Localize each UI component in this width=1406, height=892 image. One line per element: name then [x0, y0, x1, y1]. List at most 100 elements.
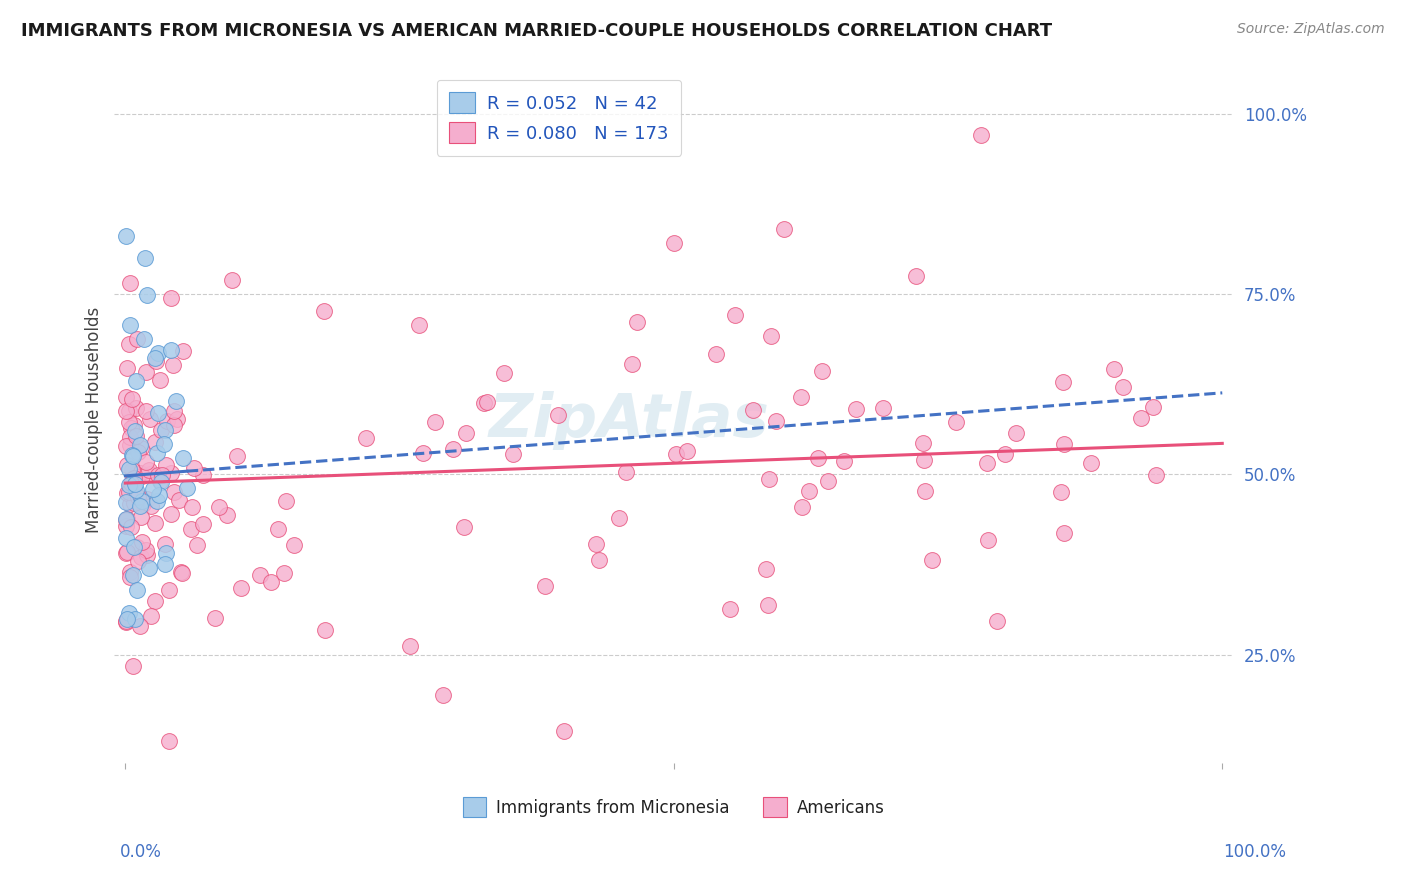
- Point: [534, 578, 557, 592]
- Point: [149, 474, 172, 488]
- Point: [180, 500, 202, 514]
- Point: [120, 566, 142, 580]
- Point: [169, 565, 191, 579]
- Point: [172, 344, 194, 359]
- Point: [790, 391, 813, 405]
- Point: [160, 343, 183, 357]
- Point: [115, 404, 138, 418]
- Point: [115, 614, 138, 628]
- Point: [117, 512, 139, 526]
- Point: [115, 486, 138, 500]
- Point: [135, 455, 157, 469]
- Point: [620, 358, 643, 372]
- Point: [221, 273, 243, 287]
- Point: [127, 540, 149, 554]
- Point: [1104, 362, 1126, 376]
- Point: [172, 451, 194, 466]
- Point: [141, 609, 163, 624]
- Point: [138, 463, 160, 477]
- Point: [129, 499, 152, 513]
- Point: [204, 611, 226, 625]
- Point: [142, 483, 165, 497]
- Point: [153, 557, 176, 571]
- Point: [970, 128, 993, 143]
- Point: [225, 450, 247, 464]
- Point: [718, 602, 741, 616]
- Point: [132, 333, 155, 347]
- Point: [124, 477, 146, 491]
- Point: [945, 415, 967, 429]
- Point: [135, 491, 157, 506]
- Point: [127, 582, 149, 597]
- Point: [120, 497, 142, 511]
- Point: [139, 499, 162, 513]
- Point: [797, 484, 820, 499]
- Point: [131, 534, 153, 549]
- Point: [124, 612, 146, 626]
- Point: [124, 482, 146, 496]
- Point: [135, 404, 157, 418]
- Point: [755, 562, 778, 576]
- Point: [229, 581, 252, 595]
- Point: [118, 404, 141, 418]
- Point: [124, 483, 146, 498]
- Point: [143, 434, 166, 449]
- Point: [914, 483, 936, 498]
- Point: [120, 475, 142, 490]
- Point: [425, 415, 447, 429]
- Point: [160, 508, 183, 522]
- Point: [115, 531, 138, 545]
- Point: [994, 447, 1017, 461]
- Point: [118, 478, 141, 492]
- Point: [553, 723, 575, 738]
- Point: [193, 468, 215, 483]
- Point: [249, 567, 271, 582]
- Point: [1050, 485, 1073, 500]
- Point: [911, 436, 934, 450]
- Point: [832, 454, 855, 468]
- Text: IMMIGRANTS FROM MICRONESIA VS AMERICAN MARRIED-COUPLE HOUSEHOLDS CORRELATION CHA: IMMIGRANTS FROM MICRONESIA VS AMERICAN M…: [21, 22, 1052, 40]
- Point: [986, 614, 1008, 628]
- Point: [115, 545, 138, 559]
- Point: [115, 390, 138, 404]
- Point: [157, 582, 180, 597]
- Y-axis label: Married-couple Households: Married-couple Households: [86, 307, 103, 533]
- Point: [120, 430, 142, 444]
- Text: ZipAtlas: ZipAtlas: [489, 391, 769, 450]
- Point: [153, 537, 176, 551]
- Point: [122, 471, 145, 485]
- Point: [118, 570, 141, 584]
- Point: [131, 468, 153, 483]
- Point: [121, 392, 143, 406]
- Point: [153, 424, 176, 438]
- Point: [127, 332, 149, 346]
- Point: [148, 488, 170, 502]
- Point: [260, 575, 283, 590]
- Point: [118, 337, 141, 351]
- Point: [122, 540, 145, 554]
- Point: [120, 520, 142, 534]
- Point: [1053, 437, 1076, 451]
- Point: [1142, 400, 1164, 414]
- Point: [124, 424, 146, 438]
- Point: [976, 456, 998, 470]
- Point: [676, 444, 699, 458]
- Point: [127, 554, 149, 568]
- Point: [845, 401, 868, 416]
- Point: [115, 513, 138, 527]
- Point: [165, 394, 187, 409]
- Point: [756, 598, 779, 612]
- Point: [186, 537, 208, 551]
- Point: [129, 466, 152, 480]
- Point: [811, 363, 834, 377]
- Point: [176, 481, 198, 495]
- Point: [131, 549, 153, 564]
- Point: [131, 493, 153, 508]
- Point: [432, 688, 454, 702]
- Point: [502, 447, 524, 461]
- Point: [208, 500, 231, 514]
- Point: [150, 467, 173, 482]
- Point: [135, 543, 157, 558]
- Point: [120, 438, 142, 452]
- Point: [412, 446, 434, 460]
